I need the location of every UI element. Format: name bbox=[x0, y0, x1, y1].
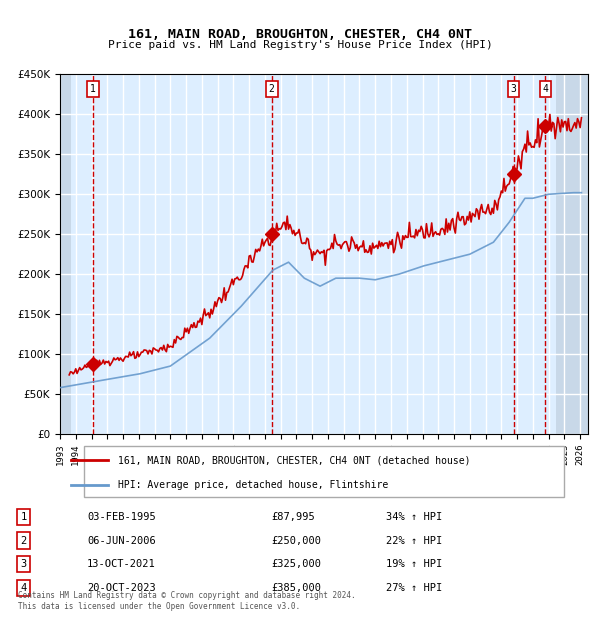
Text: 1: 1 bbox=[20, 512, 26, 522]
Text: Contains HM Land Registry data © Crown copyright and database right 2024.
This d: Contains HM Land Registry data © Crown c… bbox=[18, 591, 356, 611]
Text: HPI: Average price, detached house, Flintshire: HPI: Average price, detached house, Flin… bbox=[118, 480, 388, 490]
Text: 03-FEB-1995: 03-FEB-1995 bbox=[87, 512, 155, 522]
Text: 20-OCT-2023: 20-OCT-2023 bbox=[87, 583, 155, 593]
Text: 161, MAIN ROAD, BROUGHTON, CHESTER, CH4 0NT: 161, MAIN ROAD, BROUGHTON, CHESTER, CH4 … bbox=[128, 28, 472, 41]
Text: 161, MAIN ROAD, BROUGHTON, CHESTER, CH4 0NT (detached house): 161, MAIN ROAD, BROUGHTON, CHESTER, CH4 … bbox=[118, 455, 470, 465]
Text: Price paid vs. HM Land Registry's House Price Index (HPI): Price paid vs. HM Land Registry's House … bbox=[107, 40, 493, 50]
Text: 22% ↑ HPI: 22% ↑ HPI bbox=[386, 536, 443, 546]
Text: £325,000: £325,000 bbox=[271, 559, 321, 569]
Text: 1: 1 bbox=[90, 84, 96, 94]
Text: £87,995: £87,995 bbox=[271, 512, 315, 522]
Text: 34% ↑ HPI: 34% ↑ HPI bbox=[386, 512, 443, 522]
Text: £385,000: £385,000 bbox=[271, 583, 321, 593]
Text: 4: 4 bbox=[20, 583, 26, 593]
FancyBboxPatch shape bbox=[84, 446, 564, 497]
Text: 19% ↑ HPI: 19% ↑ HPI bbox=[386, 559, 443, 569]
Bar bbox=[60, 74, 71, 434]
Text: 2: 2 bbox=[20, 536, 26, 546]
Text: 06-JUN-2006: 06-JUN-2006 bbox=[87, 536, 155, 546]
Text: 4: 4 bbox=[542, 84, 548, 94]
Text: 2: 2 bbox=[269, 84, 275, 94]
Text: £250,000: £250,000 bbox=[271, 536, 321, 546]
Bar bbox=[556, 74, 588, 434]
Text: 3: 3 bbox=[511, 84, 517, 94]
Text: 3: 3 bbox=[20, 559, 26, 569]
Text: 13-OCT-2021: 13-OCT-2021 bbox=[87, 559, 155, 569]
Text: 27% ↑ HPI: 27% ↑ HPI bbox=[386, 583, 443, 593]
